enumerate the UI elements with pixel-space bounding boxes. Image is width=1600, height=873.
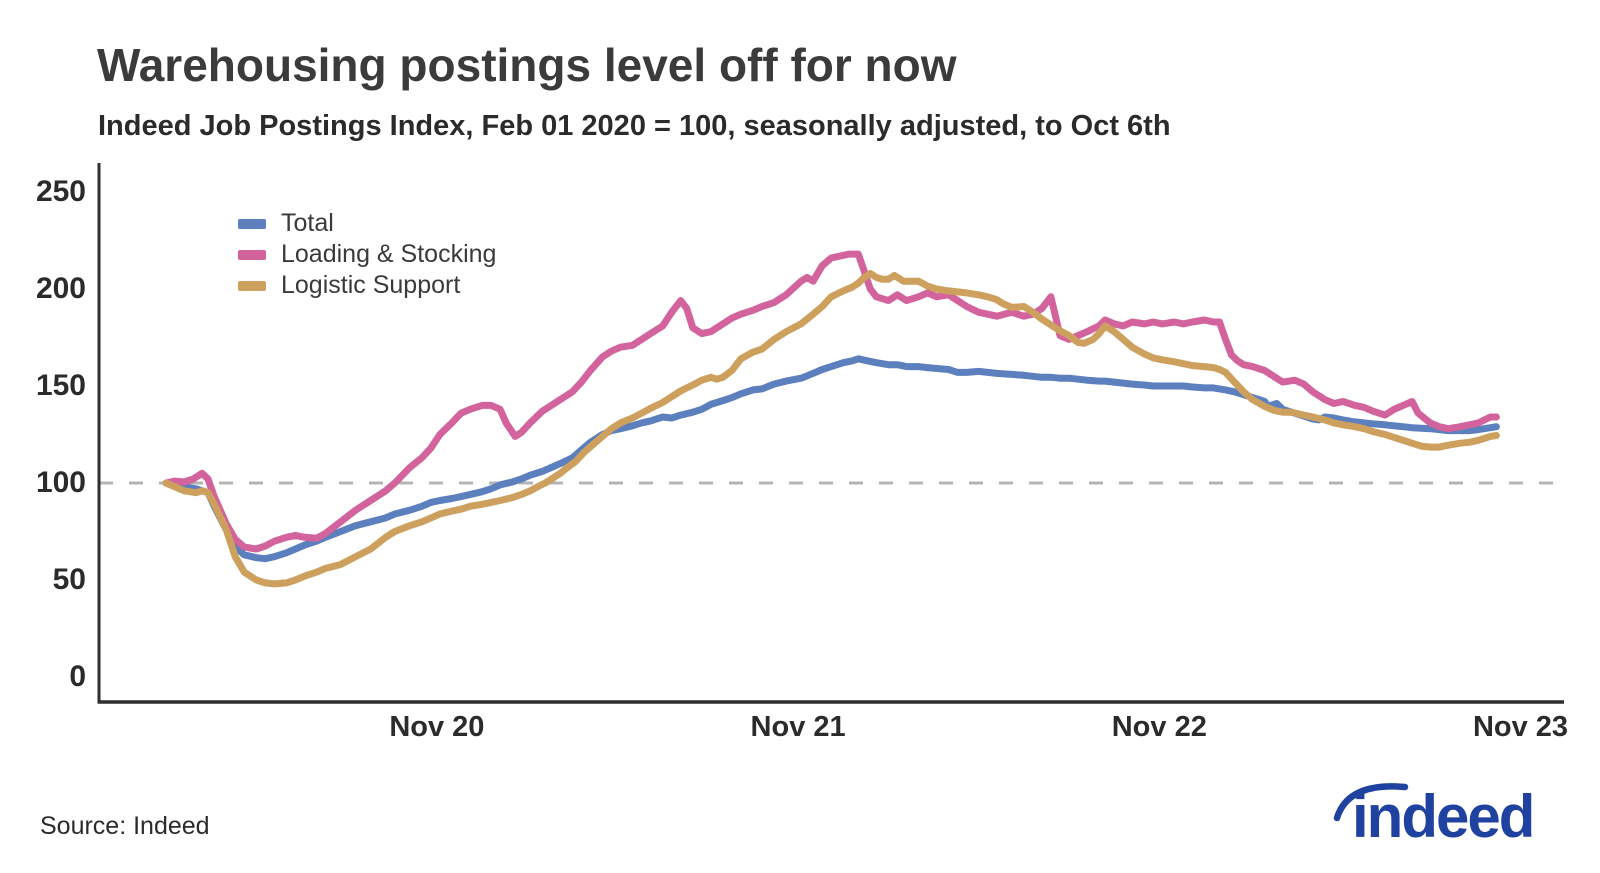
legend-label-logistic-support: Logistic Support [281,271,461,299]
y-tick-label-150: 150 [35,369,86,402]
legend-label-total: Total [281,209,334,237]
y-tick-label-100: 100 [35,466,86,499]
source-note: Source: Indeed [40,812,210,840]
chart-subtitle: Indeed Job Postings Index, Feb 01 2020 =… [98,110,1171,142]
series-group [162,250,1500,588]
y-tick-label-0: 0 [69,660,86,693]
series-line-loading-stocking [162,250,1500,553]
chart-title: Warehousing postings level off for now [97,39,957,91]
legend-item-loading-stocking: Loading & Stocking [238,239,496,270]
indeed-logo: indeed [1330,766,1560,856]
logo-swoosh-icon [1333,783,1409,822]
series-line-total [162,355,1500,563]
legend-item-logistic-support: Logistic Support [238,270,496,301]
x-tick-label-nov-22: Nov 22 [1111,711,1207,743]
series-line-logistic-support [162,270,1500,588]
y-tick-label-250: 250 [35,175,86,208]
x-tick-label-nov-23: Nov 23 [1472,711,1569,743]
legend: Total Loading & Stocking Logistic Suppor… [238,208,496,301]
legend-swatch-loading-stocking [238,249,266,260]
legend-swatch-logistic-support [238,280,266,291]
legend-item-total: Total [238,208,496,239]
y-tick-label-200: 200 [35,272,86,305]
legend-label-loading-stocking: Loading & Stocking [281,240,497,268]
x-tick-label-nov-20: Nov 20 [389,711,485,743]
logo-wordmark: indeed [1352,783,1535,850]
legend-swatch-total [238,218,266,229]
y-tick-label-50: 50 [52,563,86,596]
x-tick-label-nov-21: Nov 21 [750,711,846,743]
